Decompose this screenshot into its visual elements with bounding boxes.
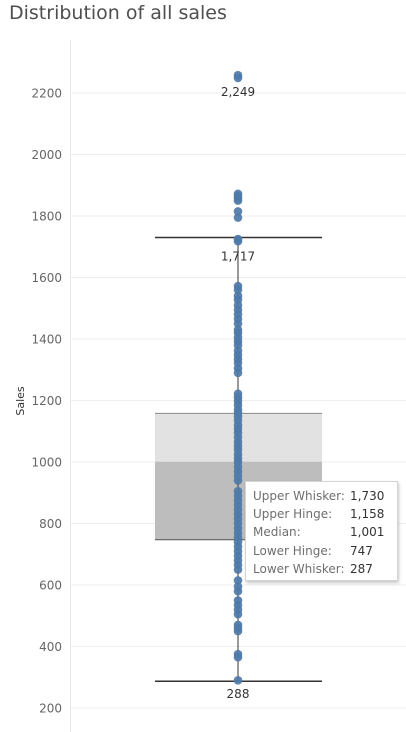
data-point[interactable] (233, 319, 243, 328)
tooltip: Upper Whisker: 1,730 Upper Hinge: 1,158 … (245, 481, 398, 581)
data-point[interactable] (233, 586, 243, 596)
data-point[interactable] (233, 196, 243, 205)
tooltip-value: 1,001 (350, 525, 385, 540)
y-tick-label: 2200 (31, 87, 62, 101)
tooltip-row-median: Median: 1,001 (253, 523, 397, 541)
tooltip-label: Median: (253, 525, 301, 540)
y-tick-label: 2000 (31, 148, 62, 162)
tooltip-label: Upper Hinge: (253, 507, 333, 522)
data-point[interactable] (233, 626, 243, 636)
data-point[interactable] (233, 565, 243, 574)
data-point[interactable] (233, 236, 243, 246)
tooltip-label: Upper Whisker: (253, 489, 345, 503)
y-tick-label: 1800 (31, 210, 62, 224)
data-point[interactable] (233, 676, 243, 685)
data-point[interactable] (233, 368, 243, 378)
data-point[interactable] (233, 207, 243, 216)
y-tick-label: 1200 (31, 394, 62, 408)
data-point[interactable] (233, 609, 243, 619)
lower-whisker-label: 288 (227, 687, 250, 701)
chart-title: Distribution of all sales (9, 2, 227, 24)
upper-whisker-label: 1,717 (221, 250, 255, 264)
tooltip-value: 1,158 (350, 507, 385, 522)
y-tick-label: 1000 (31, 456, 62, 470)
data-point[interactable] (233, 213, 243, 222)
data-point[interactable] (233, 70, 243, 80)
tooltip-row-lower-hinge: Lower Hinge: 747 (253, 542, 397, 560)
y-tick-label: 600 (39, 579, 62, 593)
data-point[interactable] (233, 576, 243, 585)
y-tick-label: 200 (39, 702, 62, 716)
tooltip-row-upper-whisker: Upper Whisker: 1,730 (253, 487, 397, 505)
y-tick-label: 1600 (31, 271, 62, 285)
tooltip-value: 747 (350, 543, 373, 558)
y-axis-title: Sales (14, 386, 27, 416)
tooltip-label: Lower Whisker: (253, 561, 345, 576)
y-tick-label: 800 (39, 517, 62, 531)
tooltip-value: 1,730 (350, 489, 385, 503)
tooltip-value: 287 (350, 561, 373, 576)
data-point[interactable] (233, 652, 243, 662)
y-tick-label: 400 (39, 640, 62, 654)
tooltip-row-lower-whisker: Lower Whisker: 287 (253, 560, 397, 578)
max-point-label: 2,249 (221, 85, 255, 99)
data-point[interactable] (233, 285, 243, 295)
tooltip-row-upper-hinge: Upper Hinge: 1,158 (253, 505, 397, 523)
data-point[interactable] (233, 476, 243, 485)
y-tick-label: 1400 (31, 333, 62, 347)
tooltip-label: Lower Hinge: (253, 543, 332, 558)
